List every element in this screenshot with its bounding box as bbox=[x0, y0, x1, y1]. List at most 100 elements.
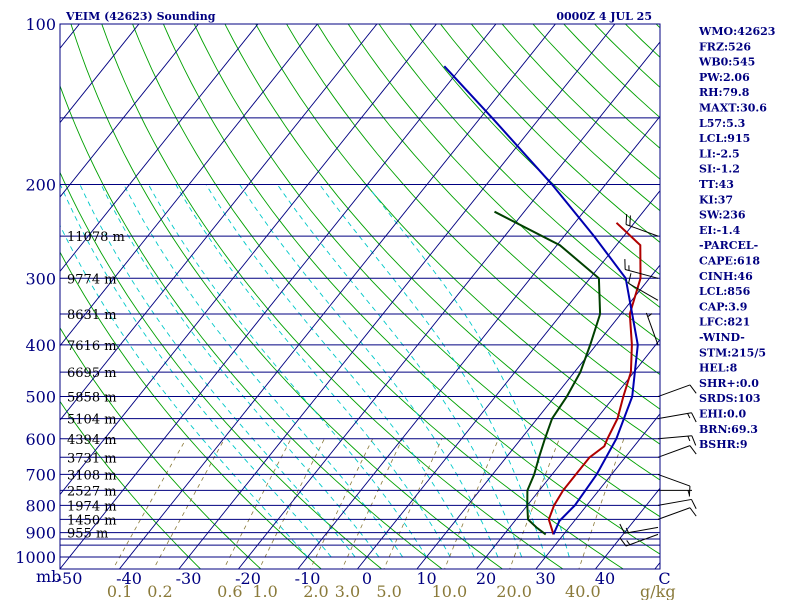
height-label: 5104 m bbox=[67, 413, 117, 428]
dry-adiabat bbox=[60, 171, 383, 569]
temperature-tick-label: 30 bbox=[535, 569, 555, 588]
dry-adiabat bbox=[563, 24, 660, 119]
mixing-ratio-tick-label: 0.2 bbox=[147, 582, 172, 600]
barb-feather bbox=[691, 412, 697, 423]
barb-half-feather bbox=[626, 540, 631, 545]
height-label: 1450 m bbox=[67, 513, 117, 528]
mixing-ratio-tick-label: 10.0 bbox=[432, 582, 468, 600]
barb-shaft bbox=[657, 412, 692, 420]
dry-adiabat bbox=[60, 326, 262, 569]
barb-feather bbox=[619, 523, 625, 534]
barb-shaft bbox=[625, 269, 659, 279]
index-line: LCL:856 bbox=[699, 285, 751, 298]
barb-half-feather bbox=[687, 413, 691, 419]
moist-adiabat bbox=[366, 184, 570, 558]
pressure-unit-label: mb bbox=[36, 567, 61, 586]
wind-barb bbox=[658, 489, 692, 496]
mixing-ratio-tick-label: 0.6 bbox=[217, 582, 242, 600]
temperature-tick-label: -20 bbox=[235, 569, 261, 588]
index-line: LCL:915 bbox=[699, 132, 750, 145]
mixing-ratio-tick-label: 2.0 bbox=[303, 582, 328, 600]
plot-frame bbox=[59, 23, 661, 570]
pressure-tick-label: 500 bbox=[25, 388, 56, 407]
index-line: CAPE:618 bbox=[699, 255, 760, 268]
dry-adiabat bbox=[60, 84, 443, 569]
barb-shaft bbox=[657, 384, 691, 398]
mixing-ratio-line bbox=[509, 438, 560, 569]
index-line: STM:215/5 bbox=[699, 346, 766, 359]
barb-feather bbox=[691, 499, 697, 509]
profiles bbox=[443, 65, 642, 536]
index-line: SW:236 bbox=[699, 209, 746, 222]
dry-adiabat bbox=[470, 24, 660, 212]
mixing-ratio-line bbox=[258, 438, 325, 569]
mixing-ratio-axis-labels: 0.1 0.2 0.6 1.0 2.0 3.0 5.0 10.0 20.0 40.0 bbox=[107, 582, 601, 600]
wind-barb bbox=[657, 435, 697, 446]
profile-line-3 bbox=[443, 65, 639, 535]
isotherm bbox=[60, 24, 437, 496]
barb-shaft bbox=[657, 445, 691, 458]
height-label: 7616 m bbox=[67, 339, 117, 354]
temperature-tick-label: -40 bbox=[116, 569, 142, 588]
dry-adiabat bbox=[501, 24, 660, 180]
dry-adiabat bbox=[316, 24, 660, 376]
isotherm bbox=[535, 413, 660, 569]
temperature-tick-label: 0 bbox=[362, 569, 372, 588]
height-label: 4394 m bbox=[67, 433, 117, 448]
moist-adiabat bbox=[175, 184, 451, 558]
moist-adiabat bbox=[60, 224, 308, 558]
isotherm bbox=[297, 115, 660, 569]
barb-shaft bbox=[657, 473, 691, 487]
mixing-ratio-line bbox=[153, 438, 225, 569]
barb-feather bbox=[625, 214, 628, 225]
isotherm bbox=[356, 190, 660, 569]
dry-adiabat bbox=[286, 24, 660, 410]
height-label: 9774 m bbox=[67, 272, 117, 287]
index-line: -PARCEL- bbox=[699, 239, 758, 252]
temperature-tick-label: 40 bbox=[595, 569, 615, 588]
dry-adiabat bbox=[347, 24, 660, 342]
temperature-axis-labels: -50 -40 -30 -20 -10 0 10 20 30 40 C bbox=[57, 569, 671, 588]
barb-half-feather bbox=[647, 313, 653, 318]
barb-shaft bbox=[657, 498, 692, 506]
temperature-tick-label: C bbox=[658, 569, 670, 588]
moist-adiabat bbox=[239, 184, 499, 558]
temperature-tick-label: -30 bbox=[176, 569, 202, 588]
mixing-ratio-tick-label: 20.0 bbox=[496, 582, 532, 600]
temperature-tick-label: 20 bbox=[476, 569, 496, 588]
wind-barb bbox=[657, 445, 697, 458]
index-line: SRDS:103 bbox=[699, 392, 761, 405]
barb-feather bbox=[689, 445, 697, 455]
height-label: 6695 m bbox=[67, 366, 117, 381]
dry-adiabat bbox=[132, 24, 625, 569]
index-line: -WIND- bbox=[699, 331, 745, 344]
height-label: 955 m bbox=[67, 527, 108, 542]
barb-shaft bbox=[645, 312, 659, 346]
temperature-tick-label: 10 bbox=[416, 569, 436, 588]
dry-adiabat bbox=[60, 251, 322, 569]
height-label: 5858 m bbox=[67, 391, 117, 406]
barb-shaft bbox=[624, 526, 659, 534]
index-line: CINH:46 bbox=[699, 270, 753, 283]
isotherm bbox=[178, 24, 616, 569]
temperature-tick-label: -50 bbox=[57, 569, 83, 588]
barb-half-feather bbox=[687, 490, 690, 496]
height-labels: 11078 m 9774 m 8631 m 7616 m 6695 m 5858 m 510… bbox=[67, 230, 125, 542]
mixing-ratio-tick-label: 5.0 bbox=[376, 582, 401, 600]
index-line: TT:43 bbox=[699, 178, 734, 191]
wind-barb bbox=[625, 214, 659, 237]
wind-barb bbox=[624, 259, 659, 279]
barb-feather bbox=[628, 273, 632, 284]
dry-adiabat bbox=[101, 24, 564, 569]
index-line: EHI:0.0 bbox=[699, 408, 746, 421]
profile-line-2 bbox=[494, 210, 602, 536]
mixing-ratio-line bbox=[223, 438, 292, 569]
wind-barb bbox=[657, 498, 697, 509]
dry-adiabat bbox=[193, 24, 660, 518]
mixing-ratio-line bbox=[112, 438, 187, 569]
dry-adiabat bbox=[409, 24, 660, 276]
barb-feather bbox=[691, 435, 697, 446]
isotherm bbox=[60, 24, 497, 569]
height-label: 2527 m bbox=[67, 484, 117, 499]
pressure-tick-label: 700 bbox=[25, 465, 56, 484]
